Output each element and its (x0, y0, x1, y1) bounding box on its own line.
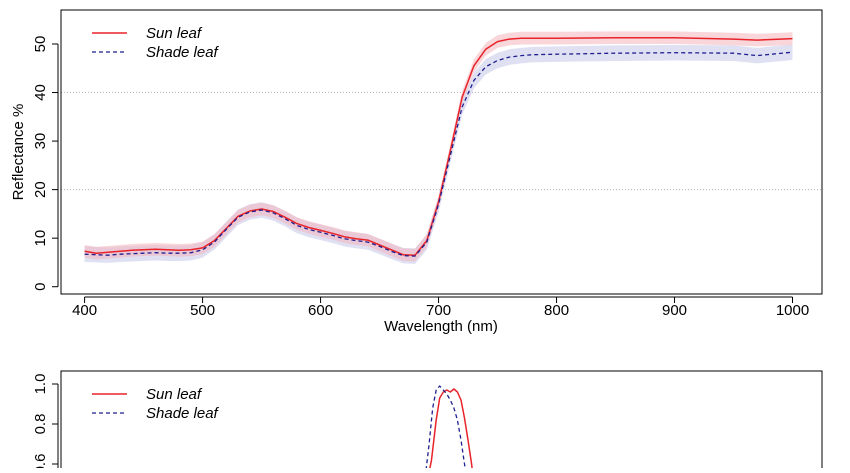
x-tick-label: 800 (544, 302, 569, 319)
y-tick-label: 40 (32, 84, 49, 101)
y-tick-label: 30 (32, 133, 49, 150)
confidence-bands (84, 31, 793, 264)
x-tick-label: 400 (72, 302, 97, 319)
x-tick-label: 1000 (776, 302, 809, 319)
x-tick-label: 900 (662, 302, 687, 319)
series-line-sun (429, 388, 473, 468)
plot-frame (60, 370, 823, 468)
y-tick-label: 20 (32, 181, 49, 198)
legend-shade-label: Shade leaf (146, 405, 220, 422)
band-shade (84, 44, 793, 264)
series-line-sun (84, 36, 793, 256)
x-tick-label: 700 (426, 302, 451, 319)
y-tick-label: 0 (32, 283, 49, 291)
y-tick-label: 50 (32, 36, 49, 53)
series-lines (84, 36, 793, 257)
y-axis: 0 10 20 30 40 50 (32, 36, 59, 291)
y-tick-label: 10 (32, 230, 49, 247)
second-chart: 0.6 0.8 1.0 Sun leaf Shade leaf (32, 370, 823, 473)
y-tick-label: 0.8 (32, 414, 49, 435)
series-lines (425, 385, 473, 468)
x-tick-label: 500 (190, 302, 215, 319)
y-tick-label: 0.6 (32, 454, 49, 468)
legend-shade-label: Shade leaf (146, 44, 220, 61)
plot-frame (60, 9, 823, 295)
y-axis: 0.6 0.8 1.0 (32, 374, 59, 473)
band-sun (84, 31, 793, 262)
legend-sun-label: Sun leaf (146, 386, 203, 403)
x-axis-title: Wavelength (nm) (384, 318, 498, 335)
series-line-shade (84, 51, 793, 257)
y-axis-title: Reflectance % (10, 104, 27, 201)
x-axis: 400 500 600 700 800 900 1000 (72, 296, 809, 319)
reflectance-chart: 400 500 600 700 800 900 1000 0 10 20 30 40 50 Wavel… (10, 9, 823, 335)
legend-sun-label: Sun leaf (146, 25, 203, 42)
legend: Sun leaf Shade leaf (92, 25, 220, 61)
gridlines (61, 92, 822, 191)
x-tick-label: 600 (308, 302, 333, 319)
legend: Sun leaf Shade leaf (92, 386, 220, 422)
series-line-shade (425, 385, 466, 468)
y-tick-label: 1.0 (32, 374, 49, 395)
